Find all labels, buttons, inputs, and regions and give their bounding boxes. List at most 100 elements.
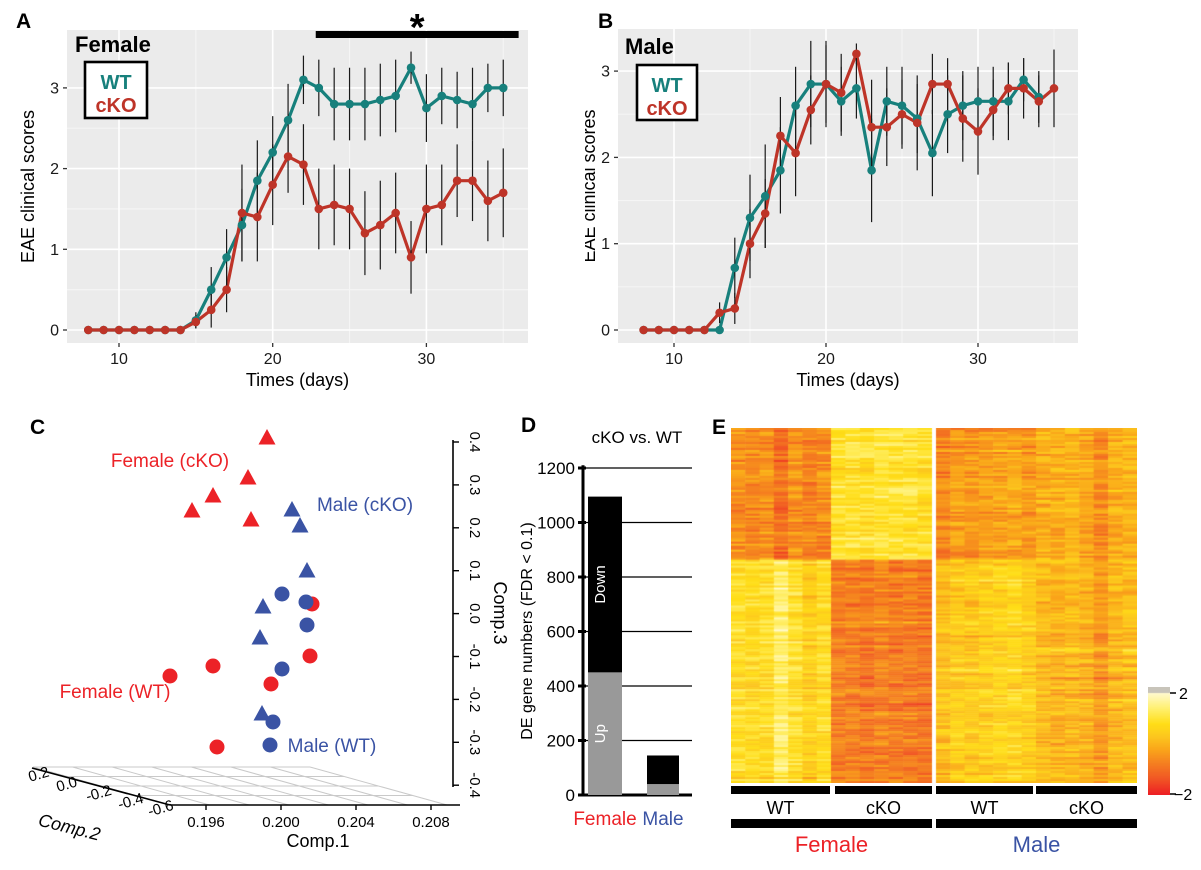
data-point-wt (943, 109, 952, 119)
panel-d-stacked-bar-chart: 0 200 400 600 800 1000 1200 Female Male Down Up cKO… (520, 428, 692, 830)
comp3-tick-label: -0.2 (466, 686, 483, 712)
group-label: Male (WT) (288, 736, 377, 757)
data-point-cko (268, 180, 277, 190)
scatter-point-triangle (298, 562, 316, 578)
panel-title: cKO vs. WT (592, 428, 683, 447)
data-point-wt (928, 148, 937, 158)
data-point-wt (882, 97, 892, 106)
data-point-cko (1049, 84, 1059, 93)
data-point-wt (988, 97, 998, 106)
data-point-wt (268, 148, 277, 157)
colorbar-max-label: 2 (1179, 686, 1188, 703)
data-point-cko (700, 325, 709, 335)
scatter-point-triangle (251, 629, 269, 645)
supergroup-label: Female (795, 832, 868, 857)
data-point-cko (760, 209, 770, 218)
data-point-wt (345, 99, 354, 109)
legend-entry-cko: cKO (646, 98, 687, 120)
data-point-wt (422, 103, 431, 113)
series-line-cko (86, 154, 505, 332)
x-tick-label: 10 (665, 351, 683, 368)
scatter-point-circle (274, 586, 290, 602)
x-axis-title: Times (days) (246, 370, 349, 390)
scatter-point-circle (263, 676, 279, 692)
comp1-tick-label: 0.208 (412, 814, 450, 831)
y-tick-label: 1 (50, 242, 59, 259)
group-label: cKO (866, 798, 901, 818)
data-point-cko (130, 325, 139, 335)
legend-entry-wt: WT (651, 75, 682, 97)
panel-label-b: B (598, 10, 614, 33)
y-tick-label: 0 (50, 323, 59, 340)
data-point-cko (806, 105, 816, 115)
data-point-wt (299, 75, 308, 85)
data-point-wt (897, 101, 907, 110)
data-point-cko (191, 317, 201, 327)
bar-down-male (647, 755, 679, 785)
panel-label-e: E (712, 416, 727, 439)
y-axis-title: EAE clinical scores (585, 109, 599, 262)
data-point-cko (206, 305, 216, 315)
group-bar (835, 786, 932, 794)
data-point-wt (776, 166, 785, 175)
data-point-wt (360, 99, 370, 109)
group-bar (1036, 786, 1137, 794)
data-point-wt (314, 83, 324, 93)
data-point-cko (452, 176, 462, 186)
panel-title: Female (75, 32, 151, 57)
data-point-wt (973, 97, 983, 106)
heatmap-matrix (731, 428, 1137, 783)
scatter-point-circle (274, 661, 290, 677)
comp3-tick-label: 0.3 (466, 474, 483, 495)
legend-entry-wt: WT (100, 72, 131, 94)
comp2-axis-label: Comp.2 (36, 810, 102, 845)
data-point-wt (283, 115, 293, 125)
comp3-tick-label: 0.2 (466, 517, 483, 538)
data-point-cko (912, 118, 922, 128)
data-point-wt (483, 83, 493, 93)
scatter-point-triangle (291, 517, 309, 533)
data-point-wt (375, 95, 385, 105)
data-point-wt (237, 220, 247, 230)
comp1-axis-label: Comp.1 (286, 831, 349, 851)
category-label: Male (642, 809, 683, 830)
data-point-cko (745, 239, 755, 248)
data-point-wt (760, 191, 770, 201)
bar-down-female (588, 496, 622, 673)
x-tick-label: 10 (110, 351, 128, 368)
data-point-wt (852, 84, 861, 93)
panel-label-c: C (30, 416, 46, 439)
data-point-cko (988, 105, 998, 115)
data-point-wt (437, 91, 447, 101)
data-point-wt (958, 101, 968, 110)
comp3-tick-label: 0.4 (466, 432, 483, 453)
data-point-wt (206, 285, 216, 294)
comp2-tick-label: 0.0 (54, 774, 79, 796)
y-axis-title: EAE clinical scores (20, 110, 38, 263)
y-tick-label: 200 (547, 732, 575, 751)
comp3-tick-label: 0.1 (466, 560, 483, 581)
scatter-point-triangle (283, 501, 301, 517)
data-point-wt (715, 325, 724, 335)
comp3-axis-label: Comp.3 (490, 581, 510, 644)
data-point-cko (882, 122, 892, 132)
comp3-tick-label: -0.1 (466, 644, 483, 670)
scatter-point-triangle (258, 429, 276, 445)
group-label: Female (WT) (60, 682, 171, 703)
y-tick-label: 0 (566, 786, 575, 805)
scatter-point-circle (298, 594, 314, 610)
data-point-cko (973, 127, 983, 136)
group-bar (731, 786, 830, 794)
scatter-point-triangle (239, 469, 257, 485)
y-tick-label: 2 (601, 150, 610, 167)
comp1-tick-label: 0.200 (262, 814, 300, 831)
data-point-cko (852, 49, 861, 59)
scatter-point-triangle (242, 511, 260, 527)
scatter-point-circle (162, 668, 178, 684)
series-line-cko (641, 52, 1056, 332)
y-tick-label: 1200 (537, 459, 575, 478)
segment-label-up: Up (592, 724, 609, 743)
data-point-wt (406, 63, 416, 73)
data-point-cko (375, 220, 385, 230)
